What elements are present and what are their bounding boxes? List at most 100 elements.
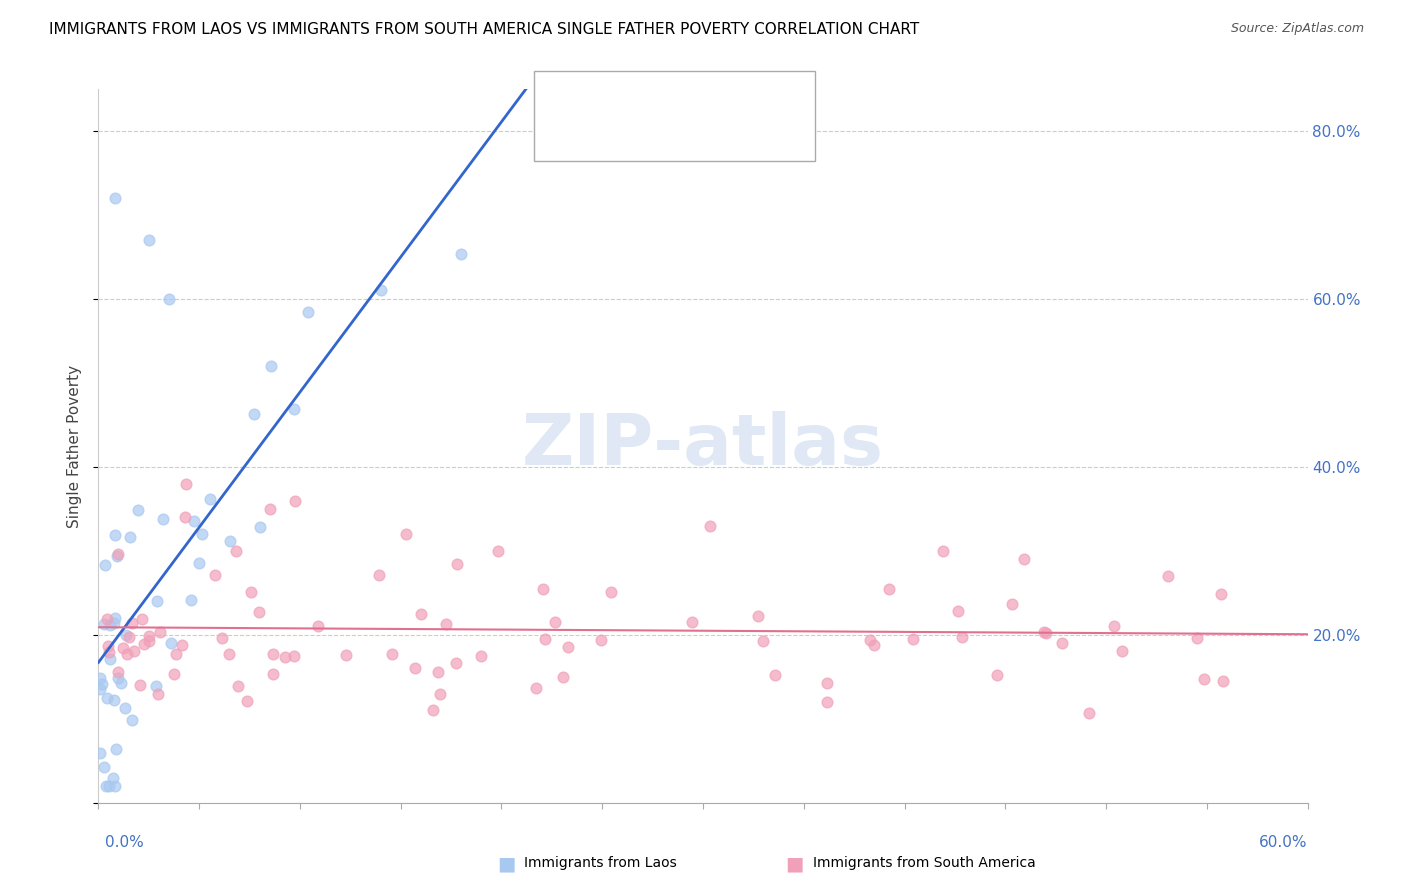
Point (96, 612, 118, 626)
Point (163, 667, 186, 681)
Point (747, 609, 769, 624)
Point (404, 661, 426, 675)
Point (101, 772, 124, 786)
Point (118, 630, 141, 644)
Point (946, 604, 969, 618)
Point (395, 527, 418, 541)
Point (531, 582, 554, 596)
Point (446, 656, 468, 670)
Point (96, 690, 118, 705)
Point (470, 648, 492, 663)
Point (1209, 587, 1232, 601)
Point (1012, 552, 1035, 566)
Point (105, 742, 128, 756)
Point (211, 631, 233, 645)
Text: ZIP­atlas: ZIP­atlas (522, 411, 884, 481)
Point (551, 670, 574, 684)
Point (544, 615, 567, 629)
Point (1035, 625, 1057, 640)
Point (262, 666, 284, 681)
Text: Immigrants from South America: Immigrants from South America (813, 856, 1035, 871)
Point (149, 625, 172, 640)
Point (434, 616, 457, 631)
Point (422, 703, 444, 717)
Point (160, 636, 183, 650)
Point (249, 519, 271, 533)
Point (815, 676, 838, 690)
Text: ■: ■ (785, 854, 804, 873)
Point (1032, 625, 1054, 640)
Point (165, 647, 187, 661)
Point (815, 695, 838, 709)
Point (699, 518, 721, 533)
Point (89, 746, 111, 760)
Text: Source: ZipAtlas.com: Source: ZipAtlas.com (1230, 22, 1364, 36)
Point (950, 630, 973, 644)
Point (932, 544, 955, 558)
Point (138, 233, 160, 247)
Point (131, 612, 153, 626)
Point (307, 618, 329, 632)
Point (105, 549, 128, 563)
Point (127, 503, 149, 517)
Point (129, 678, 152, 692)
Text: Immigrants from Laos: Immigrants from Laos (524, 856, 678, 871)
Point (283, 402, 305, 417)
Point (218, 647, 240, 661)
Point (591, 633, 613, 648)
Point (752, 634, 775, 648)
Point (1078, 706, 1101, 721)
Point (260, 359, 283, 373)
Text: R = 0.108    N = 87: R = 0.108 N = 87 (591, 129, 740, 144)
Point (103, 693, 125, 707)
Text: 0.0%: 0.0% (105, 836, 145, 850)
Point (103, 615, 125, 630)
Point (370, 284, 392, 298)
Point (174, 476, 197, 491)
Point (367, 568, 389, 582)
Point (877, 582, 900, 597)
Point (1185, 631, 1208, 645)
Point (122, 644, 145, 658)
Point (121, 713, 143, 727)
Point (191, 527, 214, 541)
Point (335, 648, 357, 663)
Point (121, 615, 143, 630)
Point (1157, 569, 1180, 583)
Point (104, 779, 127, 793)
Point (986, 668, 1008, 682)
Point (104, 610, 127, 624)
Point (446, 558, 468, 572)
Point (110, 676, 132, 690)
Point (450, 246, 472, 260)
Point (243, 407, 266, 421)
Point (274, 650, 297, 665)
Point (681, 615, 703, 629)
Point (225, 544, 247, 558)
Point (103, 191, 125, 205)
Point (98, 779, 121, 793)
Point (98, 618, 121, 632)
Point (118, 530, 141, 544)
Point (170, 638, 193, 652)
Point (104, 528, 127, 542)
Point (1050, 635, 1073, 649)
Y-axis label: Single Father Poverty: Single Father Poverty (67, 365, 83, 527)
Point (93, 616, 115, 631)
Point (134, 637, 156, 651)
Point (557, 640, 579, 654)
Point (283, 648, 305, 663)
Point (411, 607, 433, 621)
Point (107, 547, 129, 561)
Point (1212, 674, 1234, 689)
Bar (546, 82, 579, 109)
Point (93, 760, 115, 774)
Text: IMMIGRANTS FROM LAOS VS IMMIGRANTS FROM SOUTH AMERICA SINGLE FATHER POVERTY CORR: IMMIGRANTS FROM LAOS VS IMMIGRANTS FROM … (49, 22, 920, 37)
Point (97, 639, 120, 653)
Point (114, 701, 136, 715)
Point (1111, 644, 1133, 658)
Point (107, 665, 129, 679)
Point (235, 694, 257, 708)
Point (486, 544, 509, 558)
Point (157, 292, 180, 306)
